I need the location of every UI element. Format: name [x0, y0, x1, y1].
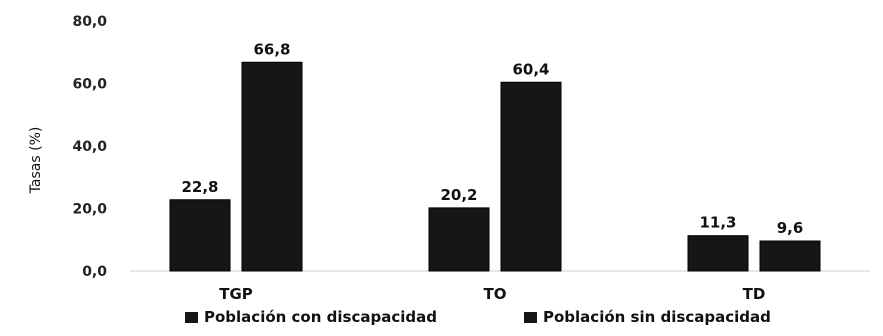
- y-tick-label: 0,0: [82, 264, 107, 280]
- bar-to-series-2: [500, 81, 562, 272]
- legend-item-con-discapacidad: Población con discapacidad: [185, 308, 437, 326]
- bar-td-series-1: [687, 235, 749, 272]
- y-tick-label: 20,0: [72, 202, 107, 218]
- data-label: 66,8: [253, 40, 290, 58]
- legend-item-sin-discapacidad: Población sin discapacidad: [524, 308, 771, 326]
- bar-tgp-series-2: [241, 61, 303, 272]
- data-label: 60,4: [512, 60, 549, 78]
- y-tick-label: 60,0: [72, 77, 107, 93]
- legend-swatch-con: [185, 311, 198, 323]
- data-label: 9,6: [777, 219, 804, 237]
- y-tick-label: 40,0: [72, 139, 107, 155]
- y-axis-title: Tasas (%): [28, 127, 44, 195]
- x-tick-label-td: TD: [743, 285, 766, 303]
- y-tick-label: 80,0: [72, 14, 107, 30]
- bar-tgp-series-1: [169, 199, 231, 272]
- bar-to-series-1: [428, 207, 490, 272]
- legend-label-con: Población con discapacidad: [204, 308, 437, 326]
- legend-label-sin: Población sin discapacidad: [543, 308, 771, 326]
- legend: Población con discapacidad Población sin…: [0, 300, 883, 330]
- data-label: 11,3: [699, 214, 736, 232]
- x-tick-label-to: TO: [484, 285, 507, 303]
- x-tick-label-tgp: TGP: [219, 285, 253, 303]
- legend-swatch-sin: [524, 311, 537, 323]
- data-label: 20,2: [440, 186, 477, 204]
- bar-td-series-2: [759, 240, 821, 272]
- data-label: 22,8: [181, 178, 218, 196]
